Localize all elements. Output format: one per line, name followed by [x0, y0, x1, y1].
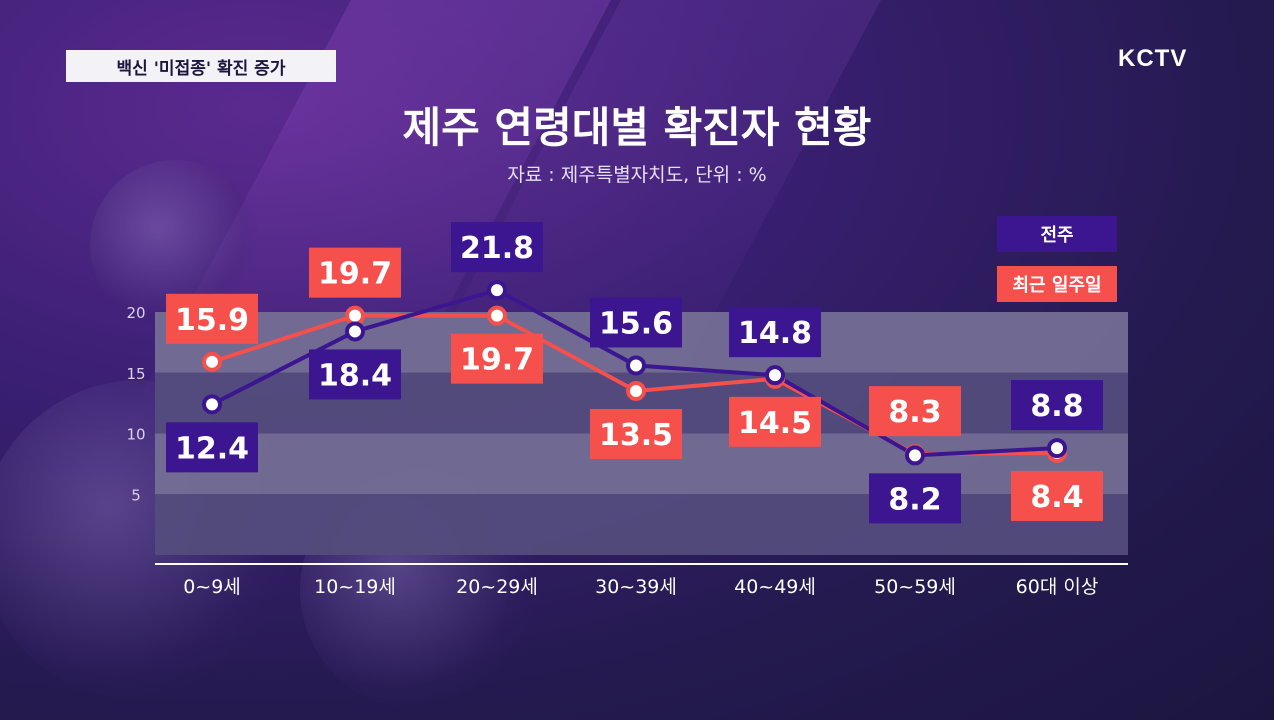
data-label-box	[451, 222, 543, 273]
data-point	[345, 321, 365, 342]
data-label-box	[729, 396, 821, 447]
news-headline-tag: 백신 '미접종' 확진 증가	[66, 50, 336, 82]
data-label: 8.8	[1030, 389, 1083, 424]
data-label: 12.4	[175, 431, 249, 466]
y-tick-label: 5	[131, 486, 141, 504]
y-tick-label: 10	[126, 426, 145, 444]
data-label: 8.3	[888, 395, 941, 430]
grid-band	[155, 494, 1128, 555]
legend-item-recent-week: 최근 일주일	[997, 266, 1117, 302]
data-point	[1047, 438, 1067, 459]
y-tick-label: 15	[126, 365, 145, 383]
data-label-box	[590, 408, 682, 459]
data-point	[905, 445, 925, 466]
data-point	[345, 305, 365, 326]
data-label-box	[590, 297, 682, 348]
x-tick-label: 40~49세	[734, 576, 816, 598]
y-tick-label: 20	[126, 304, 145, 322]
data-label-box	[166, 293, 258, 344]
data-label: 18.4	[318, 358, 392, 393]
data-label-box	[309, 247, 401, 298]
data-label: 13.5	[599, 418, 673, 453]
legend-item-previous-week: 전주	[997, 216, 1117, 252]
data-label-box	[729, 307, 821, 358]
data-label: 19.7	[318, 257, 392, 292]
data-point	[626, 355, 646, 376]
data-label: 19.7	[460, 343, 534, 378]
x-tick-label: 60대 이상	[1016, 576, 1099, 598]
data-label-box	[869, 473, 961, 524]
data-label-box	[451, 333, 543, 384]
data-label: 8.2	[888, 482, 941, 517]
data-label: 15.9	[175, 303, 249, 338]
data-point	[202, 351, 222, 372]
data-point	[202, 394, 222, 415]
data-label-box	[309, 349, 401, 400]
data-label: 15.6	[599, 306, 673, 341]
x-tick-label: 50~59세	[874, 576, 956, 598]
chart-subtitle: 자료 : 제주특별자치도, 단위 : %	[507, 164, 767, 186]
data-label-box	[166, 422, 258, 473]
data-label-box	[1011, 380, 1103, 431]
data-point	[487, 305, 507, 326]
x-tick-label: 20~29세	[456, 576, 538, 598]
data-label: 21.8	[460, 231, 534, 266]
x-tick-label: 0~9세	[183, 576, 241, 598]
data-label-box	[1011, 470, 1103, 521]
x-tick-label: 30~39세	[595, 576, 677, 598]
data-point	[626, 380, 646, 401]
data-point	[765, 365, 785, 386]
data-label: 14.8	[738, 316, 812, 351]
channel-logo: KCTV	[1118, 45, 1188, 72]
data-label: 8.4	[1030, 480, 1083, 515]
data-label: 14.5	[738, 406, 812, 441]
chart-title: 제주 연령대별 확진자 현황	[402, 103, 872, 152]
data-label-box	[869, 386, 961, 437]
x-tick-label: 10~19세	[314, 576, 396, 598]
data-point	[487, 280, 507, 301]
